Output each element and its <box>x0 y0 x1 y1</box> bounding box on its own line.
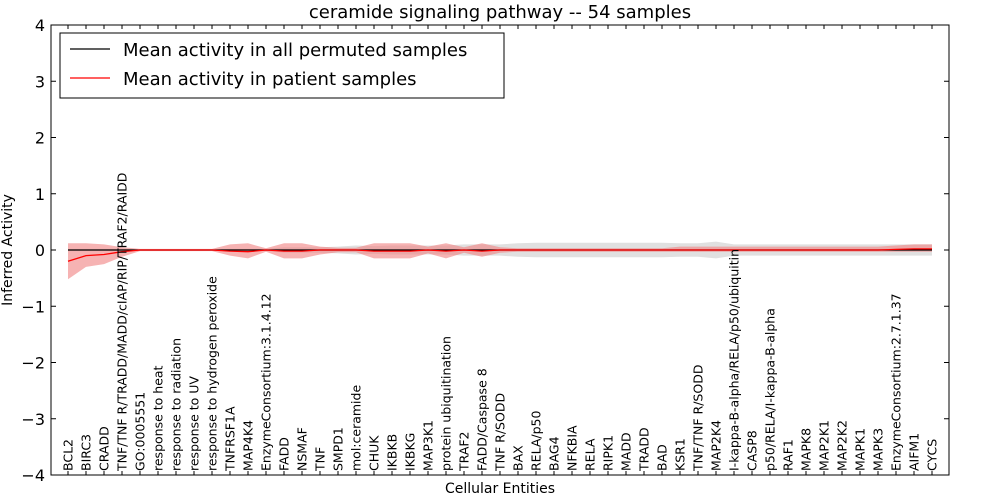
x-tick-label: response to UV <box>187 376 202 471</box>
chart-title: ceramide signaling pathway -- 54 samples <box>309 2 691 23</box>
x-tick-label: CASP8 <box>745 430 760 471</box>
x-tick-label: MAP2K4 <box>709 420 724 471</box>
x-tick-label: TNF/TNF R/TRADD/MADD/cIAP/RIP/TRAF2/RAID… <box>115 173 130 472</box>
x-tick-label: TNF R/SODD <box>493 393 508 472</box>
y-tick-label: 4 <box>35 16 45 35</box>
x-tick-label: NSMAF <box>295 427 310 471</box>
x-tick-label: MADD <box>619 432 634 471</box>
x-tick-label: CYCS <box>925 439 940 471</box>
x-tick-label: RELA <box>583 438 598 471</box>
x-tick-label: response to hydrogen peroxide <box>205 276 220 471</box>
x-tick-label: TNF/TNF R/SODD <box>691 365 706 472</box>
x-tick-label: AIFM1 <box>907 433 922 471</box>
y-tick-label: −3 <box>21 410 45 429</box>
y-tick-label: 3 <box>35 72 45 91</box>
y-tick-label: −1 <box>21 297 45 316</box>
x-tick-label: MAP2K1 <box>817 420 832 471</box>
x-tick-label: MAP3K1 <box>421 420 436 471</box>
y-tick-label: −2 <box>21 354 45 373</box>
x-tick-label: TNFRSF1A <box>223 406 238 472</box>
x-tick-label: MAPK1 <box>853 428 868 471</box>
x-tick-label: MAPK3 <box>871 428 886 471</box>
x-tick-label: KSR1 <box>673 438 688 471</box>
x-axis-label: Cellular Entities <box>445 481 555 497</box>
x-tick-label: BAG4 <box>547 436 562 471</box>
x-tick-label: RELA/p50 <box>529 411 544 471</box>
x-tick-label: GO:0005551 <box>133 392 148 471</box>
x-tick-label: TRAF2 <box>457 431 472 472</box>
y-axis-label: Inferred Activity <box>0 194 16 306</box>
x-tick-label: CRADD <box>97 426 112 471</box>
legend: Mean activity in all permuted samples Me… <box>59 32 505 99</box>
x-axis: BCL2 BIRC3 CRADD TNF/TNF R/TRADD/MADD/cIAP/… <box>61 25 940 475</box>
y-tick-label: −4 <box>21 466 45 485</box>
x-tick-label: FADD <box>277 437 292 471</box>
x-tick-label: EnzymeConsortium:3.1.4.12 <box>259 293 274 471</box>
x-tick-label: protein ubiquitination <box>439 336 454 471</box>
x-tick-label: MAP2K2 <box>835 420 850 471</box>
x-tick-label: MAPK8 <box>799 428 814 471</box>
x-tick-label: TRADD <box>637 427 652 472</box>
x-tick-label: RAF1 <box>781 439 796 471</box>
legend-box <box>59 32 505 99</box>
y-axis: −4 −3 −2 −1 0 1 2 3 4 <box>21 16 949 485</box>
x-tick-label: NFKBIA <box>565 425 580 471</box>
x-tick-label: IKBKG <box>403 433 418 471</box>
x-tick-label: BAX <box>511 445 526 471</box>
x-tick-label: IKBKB <box>385 434 400 471</box>
x-tick-label: response to radiation <box>169 338 184 471</box>
x-tick-label: BCL2 <box>61 439 76 471</box>
x-tick-label: p50/RELA/I-kappa-B-alpha <box>763 308 778 471</box>
x-tick-label: TNF <box>313 447 328 472</box>
x-tick-label: response to heat <box>151 365 166 471</box>
x-tick-label: SMPD1 <box>331 427 346 471</box>
x-tick-label: MAP4K4 <box>241 420 256 471</box>
x-tick-label: FADD/Caspase 8 <box>475 368 490 471</box>
legend-label-patient: Mean activity in patient samples <box>123 69 417 90</box>
y-tick-label: 0 <box>35 241 45 260</box>
x-tick-label: RIPK1 <box>601 435 616 471</box>
x-tick-label: mol:ceramide <box>349 385 364 471</box>
x-tick-label: I-kappa-B-alpha/RELA/p50/ubiquitin <box>727 249 742 471</box>
band-series-2 <box>68 243 932 280</box>
x-tick-label: BAD <box>655 444 670 471</box>
x-tick-label: CHUK <box>367 435 382 471</box>
legend-label-permuted: Mean activity in all permuted samples <box>123 40 467 61</box>
x-tick-label: EnzymeConsortium:2.7.1.37 <box>889 293 904 471</box>
line-series-2 <box>67 248 932 262</box>
y-tick-label: 2 <box>35 129 45 148</box>
x-tick-label: BIRC3 <box>79 434 94 471</box>
plot-area <box>67 241 932 280</box>
y-tick-label: 1 <box>35 185 45 204</box>
